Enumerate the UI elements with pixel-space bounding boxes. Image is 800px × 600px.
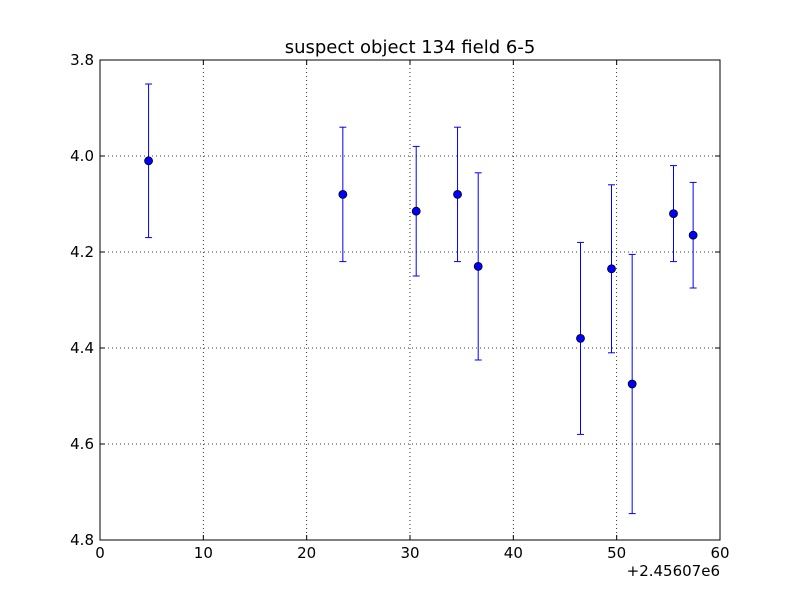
x-tick-label: 60 xyxy=(710,544,729,562)
grid xyxy=(100,60,720,540)
data-point xyxy=(144,156,153,166)
data-point xyxy=(576,333,585,343)
data-points xyxy=(144,156,698,389)
chart-title: suspect object 134 field 6-5 xyxy=(285,37,536,58)
data-point xyxy=(688,230,698,240)
axis-ticks: 0 10 20 30 40 50 60 3.8 4.0 4.2 4.4 4.6 4.8 xyxy=(70,51,729,562)
y-tick-label: 4.8 xyxy=(70,531,94,549)
data-point xyxy=(627,379,637,389)
y-tick-label: 4.2 xyxy=(70,243,94,261)
data-point xyxy=(453,189,462,199)
y-tick-label: 3.8 xyxy=(70,51,94,69)
x-tick-label: 20 xyxy=(297,544,316,562)
x-tick-label: 10 xyxy=(194,544,213,562)
data-point xyxy=(411,206,421,216)
x-tick-label: 50 xyxy=(607,544,626,562)
data-point xyxy=(473,261,483,271)
y-tick-label: 4.0 xyxy=(70,147,94,165)
data-point xyxy=(607,264,616,274)
y-tick-label: 4.6 xyxy=(70,435,94,453)
x-tick-label: 0 xyxy=(95,544,105,562)
x-tick-label: 30 xyxy=(400,544,419,562)
y-tick-label: 4.4 xyxy=(70,339,94,357)
data-point xyxy=(338,189,348,199)
x-axis-offset-label: +2.45607e6 xyxy=(627,562,720,580)
data-point xyxy=(669,209,678,219)
x-tick-label: 40 xyxy=(504,544,523,562)
